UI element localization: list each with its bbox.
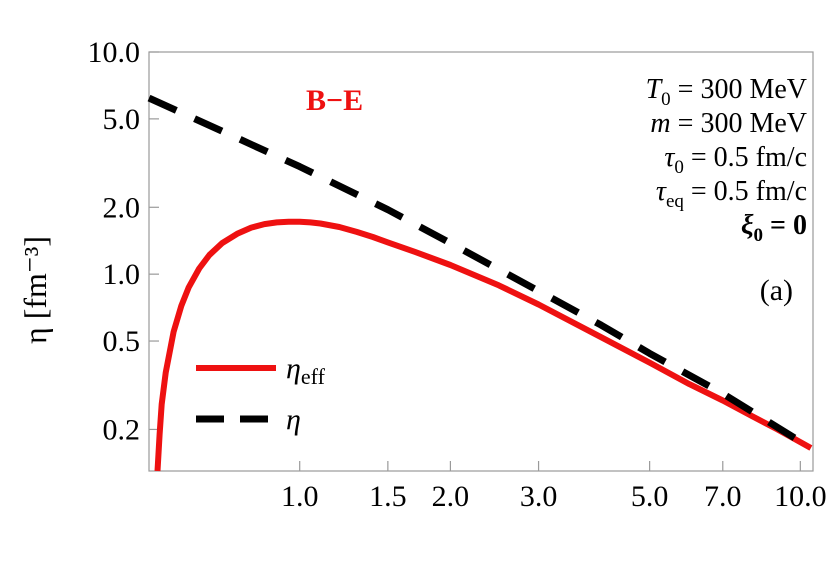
x-tick-label: 7.0 [704,480,742,513]
param-symbol: T [646,74,664,105]
param-symbol: m [650,108,670,139]
annotation-be: B−E [306,84,363,117]
y-tick-label: 5.0 [103,103,141,136]
param-subscript: 0 [674,157,684,178]
legend-label: η [286,403,301,436]
param-subscript: 0 [754,225,764,246]
legend: ηeff η [196,352,326,436]
y-tick-label: 0.5 [103,325,141,358]
param-value: = 300 MeV [671,74,807,105]
panel-label: (a) [760,274,793,307]
param-symbol: ξ [741,210,754,241]
series-line-eta [147,94,813,451]
param-line: τeq = 0.5 fm/c [656,176,807,212]
series-line-eta-eff [154,218,813,472]
plot-frame [148,51,814,472]
y-tick-label: 10.0 [88,36,141,69]
param-line: T0 = 300 MeV [646,74,807,110]
param-subscript: eq [666,191,684,212]
x-tick-label: 1.0 [281,480,319,513]
param-value: = 0.5 fm/c [684,142,807,173]
param-value: = 0 [763,210,807,241]
param-line: τ0 = 0.5 fm/c [664,142,807,178]
param-value: = 300 MeV [671,108,807,139]
x-tick-label: 2.0 [432,480,470,513]
param-symbol: τ [656,176,667,207]
param-line: m = 300 MeV [650,108,807,139]
param-line: ξ0 = 0 [741,210,807,246]
y-axis-ticks: 10.0 5.0 2.0 1.0 0.5 0.2 [88,36,159,446]
x-tick-label: 5.0 [631,480,669,513]
y-tick-label: 2.0 [103,191,141,224]
param-value: = 0.5 fm/c [684,176,807,207]
y-tick-label: 0.2 [103,413,141,446]
series-layer [147,94,813,472]
y-tick-label: 1.0 [103,258,141,291]
param-subscript: 0 [661,89,671,110]
x-axis-ticks: 1.0 1.5 2.0 3.0 5.0 7.0 10.0 [281,461,827,513]
legend-label: ηeff [286,352,326,389]
x-tick-label: 10.0 [774,480,827,513]
y-axis-label: η [fm⁻³] [17,236,53,344]
x-tick-label: 1.5 [369,480,407,513]
param-symbol: τ [664,142,675,173]
x-tick-label: 3.0 [520,480,558,513]
